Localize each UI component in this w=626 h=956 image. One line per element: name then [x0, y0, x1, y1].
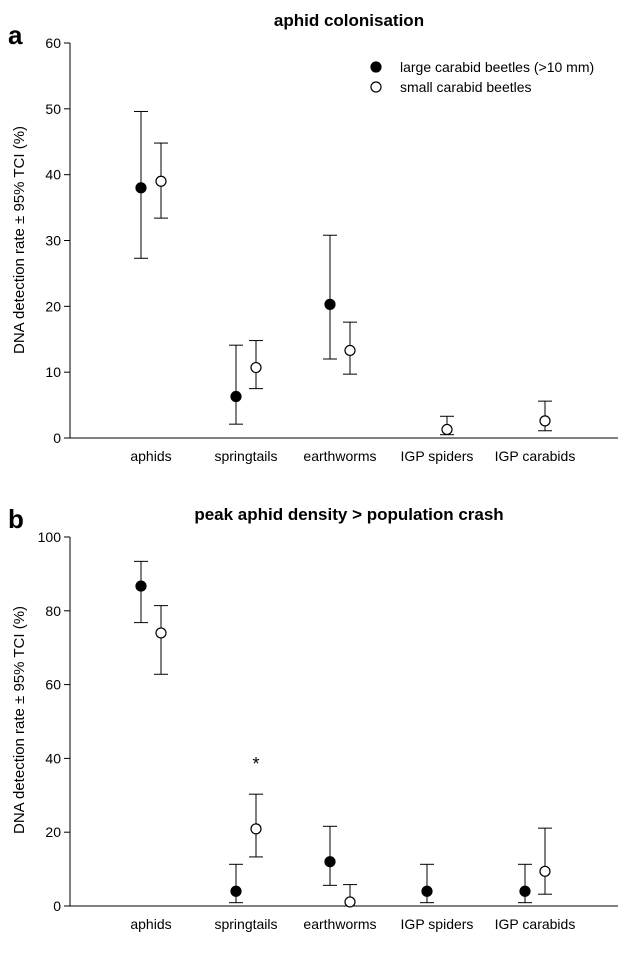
marker-open	[344, 344, 356, 357]
marker-filled	[135, 182, 147, 194]
y-tick-label: 100	[38, 529, 62, 545]
significance-asterisk: *	[252, 754, 259, 774]
panel-b: b peak aphid density > population crash …	[8, 504, 618, 932]
marker-filled	[230, 390, 242, 403]
y-tick-label: 0	[53, 898, 61, 914]
x-category-label-earthworms: earthworms	[303, 448, 376, 464]
data-point-earthworms-small	[343, 321, 357, 375]
legend-open-marker	[370, 81, 382, 93]
y-tick-label: 60	[45, 35, 61, 51]
data-point-aphids-large	[134, 110, 148, 259]
data-point-aphids-small	[154, 142, 168, 219]
marker-open	[250, 361, 262, 374]
data-point-springtails-small	[249, 793, 263, 858]
marker-filled	[135, 580, 147, 592]
data-point-igp-spiders-small	[440, 415, 454, 436]
data-point-igp-carabids-small	[538, 400, 552, 432]
panel-b-marks: *	[134, 560, 552, 908]
x-category-label-igp-spiders: IGP spiders	[401, 448, 474, 464]
panel-b-y-axis-label: DNA detection rate ± 95% TCI (%)	[11, 606, 28, 834]
legend-label-large-carabids: large carabid beetles (>10 mm)	[400, 59, 594, 75]
panel-b-title: peak aphid density > population crash	[194, 505, 503, 524]
panel-letter-a: a	[8, 20, 23, 50]
legend-label-small-carabids: small carabid beetles	[400, 79, 532, 95]
y-tick-label: 50	[45, 101, 61, 117]
panel-a-marks	[134, 110, 552, 436]
data-point-springtails-large	[229, 863, 243, 904]
legend-filled-marker	[370, 61, 382, 73]
x-category-label-igp-spiders: IGP spiders	[401, 916, 474, 932]
panel-a-title: aphid colonisation	[274, 11, 424, 30]
marker-open	[344, 896, 356, 908]
panel-b-axes: 0 20 40 60 80 100 aphids springtails earthworms I…	[38, 529, 618, 932]
data-point-aphids-small	[154, 605, 168, 675]
panel-letter-b: b	[8, 504, 24, 534]
data-point-igp-carabids-small	[538, 827, 552, 895]
y-tick-label: 20	[45, 298, 61, 314]
y-tick-label: 0	[53, 430, 61, 446]
data-point-springtails-large	[229, 344, 243, 425]
marker-filled	[324, 856, 336, 868]
y-tick-label: 10	[45, 364, 61, 380]
x-category-label-aphids: aphids	[130, 448, 171, 464]
panel-a-y-axis-label: DNA detection rate ± 95% TCI (%)	[11, 126, 28, 354]
marker-filled	[421, 885, 433, 897]
x-category-label-aphids: aphids	[130, 916, 171, 932]
data-point-igp-carabids-large	[518, 863, 532, 904]
panel-a-axes: 0 10 20 30 40 50 60 aphids springtails earthworms…	[45, 35, 618, 464]
x-category-label-igp-carabids: IGP carabids	[495, 916, 576, 932]
marker-open	[441, 423, 453, 436]
marker-open	[250, 823, 262, 835]
data-point-earthworms-large	[323, 825, 337, 886]
data-point-springtails-small	[249, 340, 263, 390]
data-point-igp-spiders-large	[420, 863, 434, 904]
data-point-earthworms-small	[343, 884, 357, 908]
data-point-earthworms-large	[323, 234, 337, 360]
panel-a: a aphid colonisation DNA detection rate …	[8, 11, 618, 464]
x-category-label-springtails: springtails	[214, 916, 277, 932]
x-category-label-igp-carabids: IGP carabids	[495, 448, 576, 464]
panel-a-legend: large carabid beetles (>10 mm) small car…	[370, 59, 594, 95]
marker-filled	[519, 885, 531, 897]
marker-filled	[324, 298, 336, 310]
y-tick-label: 80	[45, 603, 61, 619]
marker-open	[155, 175, 167, 187]
marker-open	[539, 865, 551, 877]
marker-open	[155, 627, 167, 639]
x-category-label-springtails: springtails	[214, 448, 277, 464]
marker-open	[539, 415, 551, 427]
x-category-label-earthworms: earthworms	[303, 916, 376, 932]
y-tick-label: 30	[45, 233, 61, 249]
marker-filled	[230, 885, 242, 897]
y-tick-label: 60	[45, 677, 61, 693]
y-tick-label: 40	[45, 167, 61, 183]
y-tick-label: 40	[45, 750, 61, 766]
data-point-aphids-large	[134, 560, 148, 624]
y-tick-label: 20	[45, 824, 61, 840]
